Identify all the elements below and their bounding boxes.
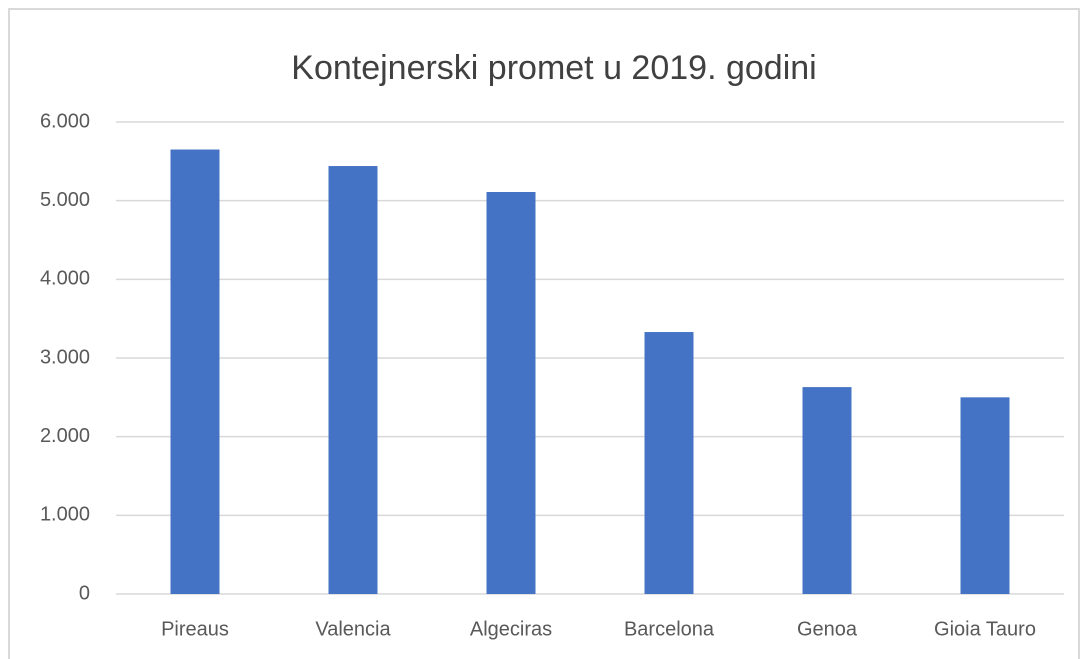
y-tick-label: 1.000 <box>40 504 90 526</box>
y-tick-label: 6.000 <box>40 110 90 132</box>
bar <box>486 192 536 594</box>
y-tick-label: 4.000 <box>40 268 90 290</box>
bar <box>644 332 694 594</box>
x-tick-label: Barcelona <box>624 618 715 640</box>
bar <box>328 166 378 594</box>
y-tick-label: 2.000 <box>40 425 90 447</box>
y-tick-label: 5.000 <box>40 189 90 211</box>
y-tick-label: 3.000 <box>40 346 90 368</box>
bar <box>170 149 220 595</box>
x-tick-label: Valencia <box>315 618 391 640</box>
x-tick-label: Algeciras <box>470 618 552 640</box>
y-tick-label: 0 <box>79 582 90 604</box>
x-tick-label: Gioia Tauro <box>934 618 1036 640</box>
chart-frame <box>8 8 1080 659</box>
bar <box>960 397 1010 594</box>
bar <box>802 387 852 594</box>
chart-title: Kontejnerski promet u 2019. godini <box>291 49 816 87</box>
x-tick-label: Genoa <box>797 618 858 640</box>
x-tick-label: Pireaus <box>161 618 229 640</box>
